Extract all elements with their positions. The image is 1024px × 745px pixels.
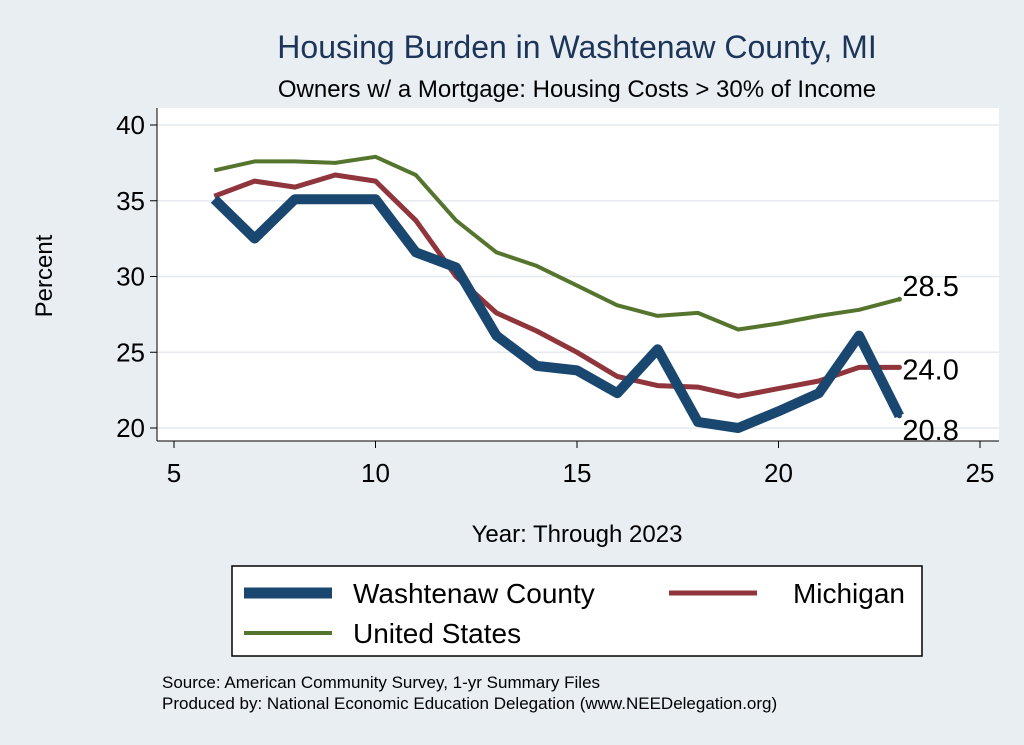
end-label-united-states: 28.5 bbox=[902, 271, 958, 303]
x-tick-label: 20 bbox=[764, 458, 793, 488]
y-tick-label: 40 bbox=[116, 110, 145, 140]
chart-title: Housing Burden in Washtenaw County, MI bbox=[277, 29, 876, 65]
x-tick-label: 10 bbox=[361, 458, 390, 488]
series-line-michigan bbox=[213, 172, 900, 399]
legend-label-united-states: United States bbox=[353, 618, 521, 649]
produced-by-note: Produced by: National Economic Education… bbox=[162, 694, 777, 713]
end-label-michigan: 24.0 bbox=[902, 354, 958, 386]
end-labels: 20.8 24.0 28.5 bbox=[896, 271, 959, 447]
legend-label-washtenaw: Washtenaw County bbox=[353, 578, 595, 609]
legend-label-michigan: Michigan bbox=[793, 578, 905, 609]
series-lines bbox=[210, 154, 904, 433]
y-tick-label: 25 bbox=[116, 337, 145, 367]
end-marker-michigan bbox=[896, 364, 902, 370]
series-line-united-states bbox=[213, 154, 900, 332]
x-axis-title: Year: Through 2023 bbox=[472, 521, 683, 548]
plot-area bbox=[157, 108, 999, 441]
y-axis-title: Percent bbox=[31, 234, 58, 317]
x-tick-label: 5 bbox=[167, 458, 181, 488]
series-line-washtenaw bbox=[210, 194, 904, 433]
end-marker-united-states bbox=[896, 296, 902, 302]
chart-subtitle: Owners w/ a Mortgage: Housing Costs > 30… bbox=[278, 76, 876, 103]
end-marker-washtenaw bbox=[896, 413, 902, 419]
y-tick-label: 35 bbox=[116, 186, 145, 216]
y-tick-label: 20 bbox=[116, 413, 145, 443]
legend-box bbox=[231, 565, 923, 657]
y-tick-label: 30 bbox=[116, 262, 145, 292]
x-tick-label: 15 bbox=[563, 458, 592, 488]
source-note: Source: American Community Survey, 1-yr … bbox=[162, 673, 600, 692]
tick-marks: 20 25 30 35 40 5 10 15 20 25 bbox=[116, 110, 994, 488]
x-tick-label: 25 bbox=[966, 458, 995, 488]
end-label-washtenaw: 20.8 bbox=[902, 415, 958, 447]
